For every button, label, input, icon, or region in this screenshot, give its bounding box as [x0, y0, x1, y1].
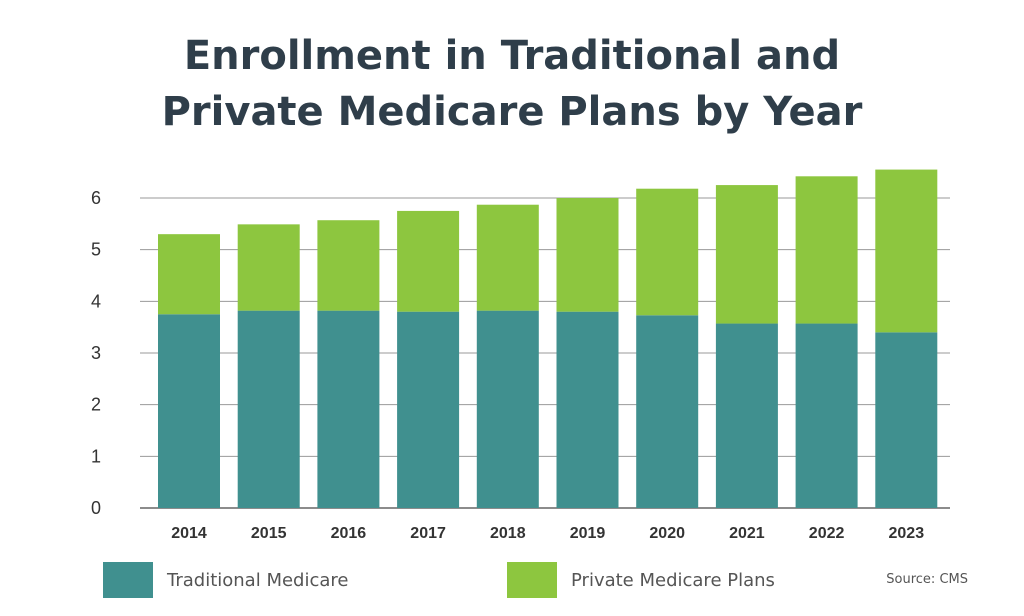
- bar-traditional-2022: [795, 323, 858, 508]
- x-tick-label: 2023: [889, 525, 925, 542]
- legend-item-private: Private Medicare Plans: [507, 562, 775, 598]
- bar-traditional-2020: [636, 315, 699, 508]
- y-tick-label: 4: [91, 291, 101, 311]
- y-tick-label: 5: [91, 240, 101, 260]
- bar-private-2019: [556, 198, 619, 312]
- bar-traditional-2017: [397, 311, 460, 508]
- legend-label-traditional: Traditional Medicare: [167, 569, 349, 591]
- bar-private-2023: [875, 169, 938, 333]
- chart-title-line-1: Enrollment in Traditional and: [183, 33, 841, 79]
- bar-traditional-2014: [158, 314, 220, 508]
- y-tick-label: 0: [91, 498, 101, 518]
- x-tick-label: 2020: [649, 525, 685, 542]
- bar-private-2018: [476, 204, 539, 311]
- x-tick-label: 2018: [490, 525, 526, 542]
- bars: [158, 169, 938, 508]
- x-tick-label: 2014: [171, 525, 207, 542]
- x-tick-label: 2019: [570, 525, 606, 542]
- x-tick-label: 2016: [331, 525, 367, 542]
- bar-traditional-2023: [875, 332, 938, 508]
- bar-traditional-2015: [237, 310, 300, 508]
- bar-traditional-2021: [715, 323, 778, 508]
- bar-traditional-2019: [556, 311, 619, 508]
- chart-title-line-2: Private Medicare Plans by Year: [161, 89, 863, 135]
- x-tick-label: 2022: [809, 525, 845, 542]
- legend-item-traditional: Traditional Medicare: [103, 562, 348, 598]
- x-tick-label: 2015: [251, 525, 287, 542]
- y-tick-label: 6: [91, 188, 101, 208]
- legend: Traditional Medicare Private Medicare Pl…: [0, 562, 1024, 598]
- bar-private-2020: [636, 188, 699, 316]
- source-note: Source: CMS: [886, 572, 968, 587]
- bar-private-2021: [715, 185, 778, 324]
- y-tick-label: 2: [91, 395, 101, 415]
- legend-label-private: Private Medicare Plans: [571, 569, 775, 591]
- x-tick-label: 2017: [410, 525, 446, 542]
- bar-private-2022: [795, 176, 858, 324]
- bar-private-2016: [317, 220, 380, 311]
- x-tick-label: 2021: [729, 525, 765, 542]
- bar-private-2017: [397, 210, 460, 312]
- bar-traditional-2018: [476, 310, 539, 508]
- chart-title: Enrollment in Traditional and Private Me…: [0, 28, 1024, 140]
- bar-chart: 0 1 2 3 4 5 6 2014 2015 2016 2017 2018 2019 2020 2021…: [91, 169, 950, 542]
- bar-traditional-2016: [317, 310, 380, 508]
- y-axis-ticks: 0 1 2 3 4 5 6: [91, 188, 101, 518]
- legend-swatch-traditional: [103, 562, 153, 598]
- y-tick-label: 1: [91, 446, 101, 466]
- x-axis-ticks: 2014 2015 2016 2017 2018 2019 2020 2021 2022 2023: [171, 525, 924, 542]
- bar-private-2015: [237, 224, 300, 311]
- legend-swatch-private: [507, 562, 557, 598]
- bar-private-2014: [158, 234, 220, 315]
- y-tick-label: 3: [91, 343, 101, 363]
